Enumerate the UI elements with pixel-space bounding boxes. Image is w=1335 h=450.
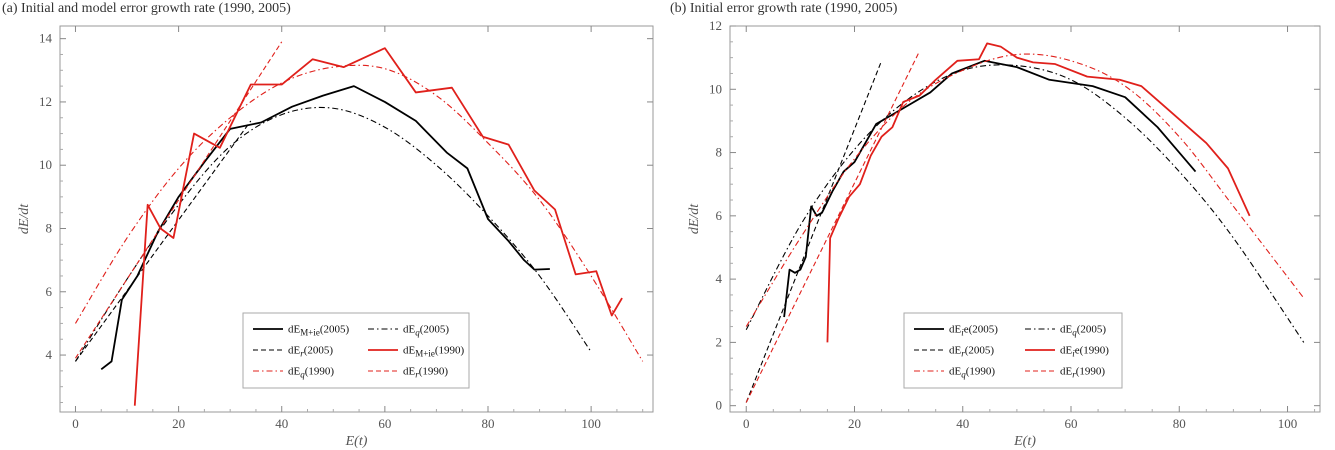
- chart-b-x-axis-label: E(t): [1013, 434, 1036, 449]
- chart-b-y-axis-label: dE/dt: [687, 203, 702, 234]
- chart-b-series-de-ie-2005: [783, 59, 1197, 318]
- chart-a-svg: 0 20 40 60 80 100 4 6 8 10 12 14 E(t) dE/dt dEM+ie(200…: [17, 25, 654, 449]
- chart-b-y-tick-label: 6: [716, 208, 723, 223]
- chart-a-x-tick-label: 60: [378, 416, 391, 431]
- chart-a-series-group: [74, 41, 644, 406]
- chart-b-x-tick-label: 100: [1278, 416, 1298, 431]
- chart-b-legend-label-de-r-1990: dEr(1990): [1060, 366, 1105, 380]
- chart-a-x-tick-label: 80: [481, 416, 494, 431]
- chart-a-x-tick-label: 20: [172, 416, 185, 431]
- chart-b-legend-label-de-q-1990: dEq(1990): [949, 366, 995, 380]
- chart-a-y-tick-label: 10: [39, 157, 52, 172]
- chart-panel-b: 0 20 40 60 80 100 0 2 4 6 8 10 12 E(t) dE/dt dEie(2005)…: [668, 0, 1335, 450]
- chart-b-series-de-q-1990: [745, 53, 1305, 327]
- chart-a-title: (a) Initial and model error growth rate …: [2, 1, 291, 16]
- chart-a-y-tick-label: 8: [46, 220, 53, 235]
- chart-b-legend-label-de-ie-2005: dEie(2005): [949, 324, 998, 338]
- chart-b-x-tick-label: 20: [848, 416, 861, 431]
- chart-b-y-tick-label: 0: [716, 398, 723, 413]
- chart-b-y-tick-label: 2: [716, 334, 723, 349]
- chart-b-title: (b) Initial error growth rate (1990, 200…: [670, 1, 898, 16]
- chart-a-legend-label-de-r-2005: dEr(2005): [288, 345, 333, 359]
- chart-a-legend-label-de-m-ie-1990: dEM+ie(1990): [403, 345, 464, 359]
- chart-b-series-group: [745, 42, 1305, 403]
- chart-a-x-tick-label: 0: [72, 416, 79, 431]
- chart-panel-a: 0 20 40 60 80 100 4 6 8 10 12 14 E(t) dE/dt dEM+ie(200…: [2, 1, 654, 449]
- chart-a-series-de-q-2005: [75, 106, 592, 362]
- chart-a-y-axis-label: dE/dt: [17, 203, 32, 234]
- chart-a-series-de-r-1990: [75, 41, 283, 359]
- chart-a-y-tick-label: 14: [39, 31, 53, 46]
- chart-a-plot-frame: [59, 25, 654, 413]
- chart-b-x-tick-label: 40: [956, 416, 969, 431]
- chart-b-plot-frame: [729, 25, 1321, 413]
- chart-b-series-de-r-1990: [745, 51, 920, 403]
- chart-b-series-de-r-2005: [745, 60, 883, 403]
- chart-a-series-de-q-1990: [74, 64, 644, 362]
- chart-b-y-tick-label: 4: [716, 271, 723, 286]
- chart-a-legend-label-de-q-2005: dEq(2005): [403, 324, 449, 338]
- chart-a-x-tick-label: 40: [275, 416, 288, 431]
- chart-a-y-tick-label: 12: [39, 94, 52, 109]
- chart-b-legend-label-de-q-2005: dEq(2005): [1060, 324, 1106, 338]
- chart-b-svg: 0 20 40 60 80 100 0 2 4 6 8 10 12 E(t) dE/dt dEie(2005)…: [687, 18, 1321, 449]
- chart-a-series-de-r-2005: [75, 120, 252, 362]
- chart-a-x-tick-label: 100: [581, 416, 601, 431]
- chart-a-y-tick-label: 4: [46, 347, 53, 362]
- chart-a-series-de-m-ie-1990: [133, 47, 623, 406]
- chart-a-legend-label-de-r-1990: dEr(1990): [403, 366, 448, 380]
- chart-b-x-tick-label: 0: [743, 416, 750, 431]
- chart-a-legend-label-de-q-1990: dEq(1990): [288, 366, 334, 380]
- chart-b-y-tick-label: 10: [709, 81, 722, 96]
- chart-b-y-tick-label: 8: [716, 145, 723, 160]
- chart-b-legend-label-de-r-2005: dEr(2005): [949, 345, 994, 359]
- chart-b-x-tick-label: 80: [1173, 416, 1186, 431]
- chart-b-x-tick-label: 60: [1065, 416, 1078, 431]
- chart-a-y-tick-label: 6: [46, 284, 53, 299]
- chart-b-legend-label-de-ie-1990: dEie(1990): [1060, 345, 1109, 359]
- chart-a-x-axis-label: E(t): [345, 434, 368, 449]
- chart-b-series-de-q-2005: [745, 64, 1305, 343]
- chart-b-series-de-ie-1990: [826, 42, 1251, 343]
- chart-a-legend-label-de-m-ie-2005: dEM+ie(2005): [288, 324, 349, 338]
- chart-b-y-tick-label: 12: [709, 18, 722, 33]
